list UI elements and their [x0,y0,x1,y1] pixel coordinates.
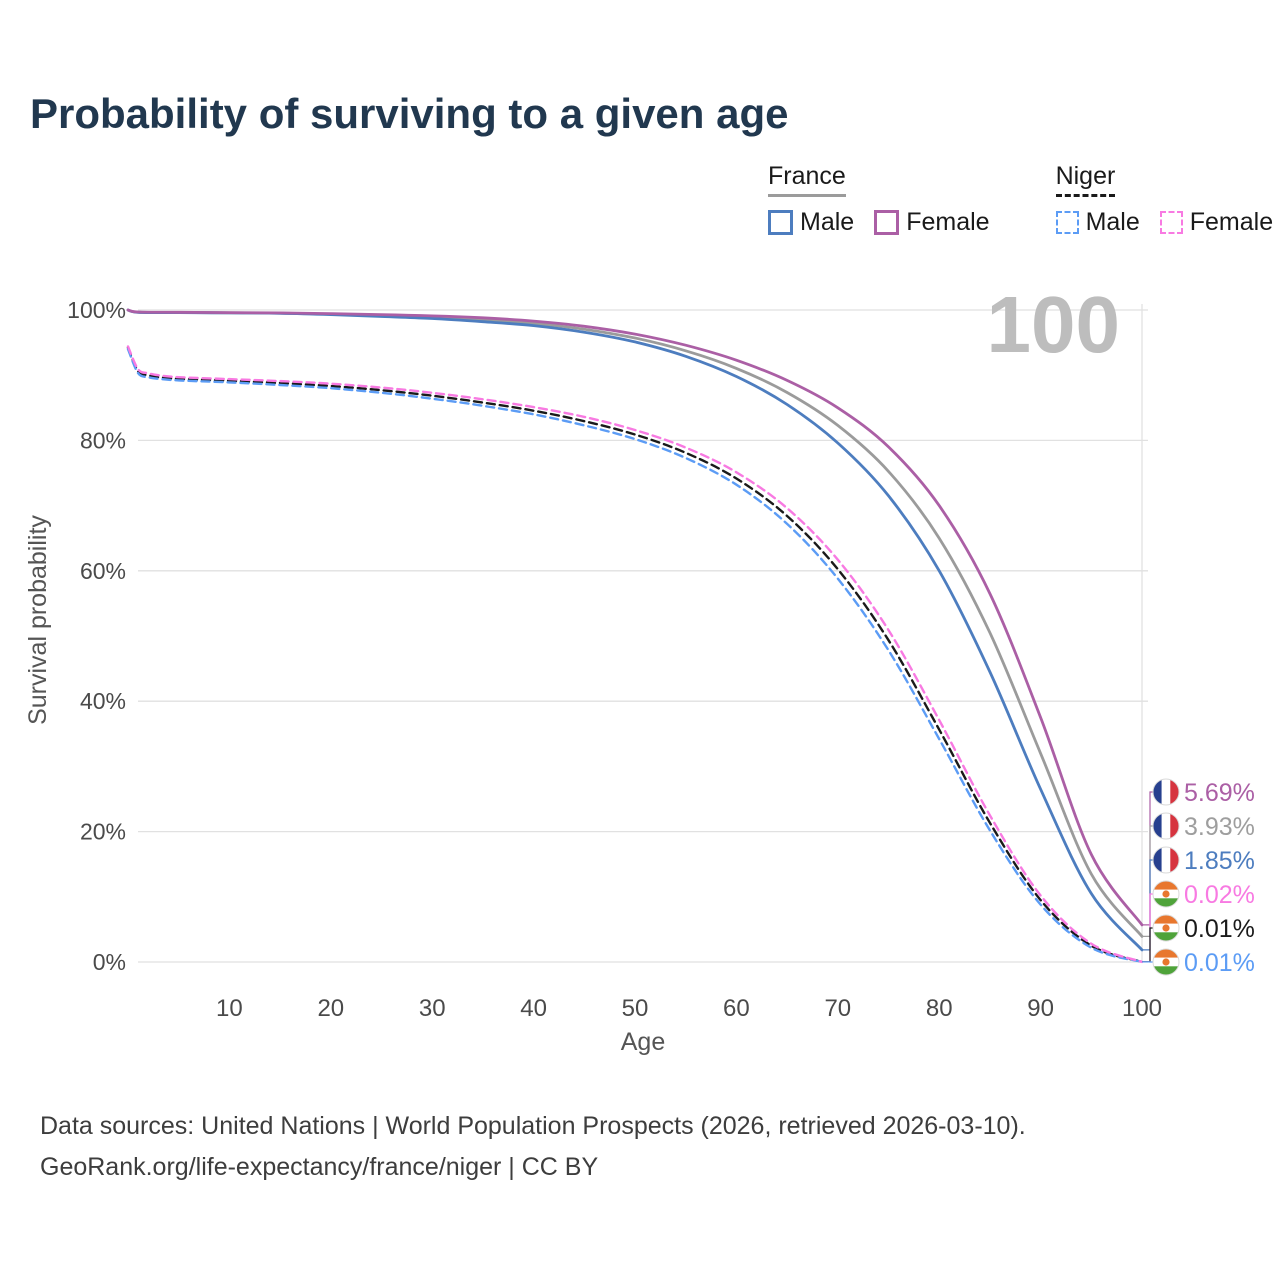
page-title: Probability of surviving to a given age [30,90,789,137]
legend-item-label: Female [906,208,990,236]
niger-flag-icon [1153,915,1179,941]
x-tick-label: 50 [622,995,649,1022]
footer: Data sources: United Nations | World Pop… [40,1106,1026,1188]
france-female-swatch-icon [874,210,900,235]
legend-group-niger: Niger Male Female [1055,162,1274,237]
end-value-label-niger-both: 0.01% [1184,915,1255,943]
niger-flag-icon [1153,949,1179,975]
x-tick-label: 30 [419,995,446,1022]
legend-group-france: France Male Female [768,162,990,237]
end-label-connector [1142,927,1154,963]
y-tick-label: 0% [93,949,126,975]
y-tick-label: 100% [67,297,126,323]
x-tick-label: 10 [216,995,243,1022]
legend-items-france: Male Female [768,208,990,237]
legend-item-france-male[interactable]: Male [768,208,854,237]
legend: France Male Female Niger Male [768,162,1273,237]
end-label-connector [1142,825,1154,937]
x-tick-label: 90 [1027,995,1054,1022]
end-value-label-niger-male: 0.01% [1184,949,1255,977]
legend-item-france-female[interactable]: Female [874,208,990,237]
end-label-connector [1142,791,1154,926]
y-tick-label: 20% [80,819,126,845]
france-flag-icon [1153,779,1179,805]
x-tick-label: 70 [824,995,851,1022]
y-tick-label: 60% [80,558,126,584]
data-sources-line: Data sources: United Nations | World Pop… [40,1112,1026,1140]
series-line-niger-both[interactable] [126,346,1144,964]
attribution-line: GeoRank.org/life-expectancy/france/niger… [40,1153,599,1181]
legend-item-label: Male [800,208,855,236]
legend-items-niger: Male Female [1055,208,1274,237]
series-line-niger-female[interactable] [126,345,1144,964]
y-tick-label: 80% [80,427,126,453]
niger-male-swatch-icon [1055,211,1079,234]
x-tick-label: 40 [520,995,547,1022]
france-flag-icon [1153,813,1179,839]
end-value-label-niger-female: 0.02% [1184,881,1255,909]
legend-group-label-niger[interactable]: Niger [1055,162,1116,197]
niger-female-swatch-icon [1159,211,1183,234]
legend-item-niger-female[interactable]: Female [1159,208,1274,237]
series-line-france-female[interactable] [126,308,1144,927]
france-flag-icon [1153,847,1179,873]
series-line-france-both[interactable] [126,308,1144,938]
legend-item-niger-male[interactable]: Male [1055,208,1140,237]
france-male-swatch-icon [768,210,793,235]
y-tick-label: 40% [80,688,126,714]
legend-item-label: Male [1085,208,1140,236]
x-tick-label: 100 [1122,995,1162,1022]
x-axis-label: Age [621,1028,665,1056]
legend-group-label-france[interactable]: France [768,162,846,197]
end-value-label-france-both: 3.93% [1184,813,1255,841]
x-tick-label: 60 [723,995,750,1022]
hover-age-watermark: 100 [987,280,1120,369]
legend-item-label: Female [1189,208,1274,236]
y-axis-label: Survival probability [24,515,52,725]
end-value-label-france-male: 1.85% [1184,847,1255,875]
niger-flag-icon [1153,881,1179,907]
end-value-label-france-female: 5.69% [1184,779,1255,807]
x-tick-label: 20 [317,995,344,1022]
series-line-niger-male[interactable] [126,347,1144,964]
x-tick-label: 80 [926,995,953,1022]
